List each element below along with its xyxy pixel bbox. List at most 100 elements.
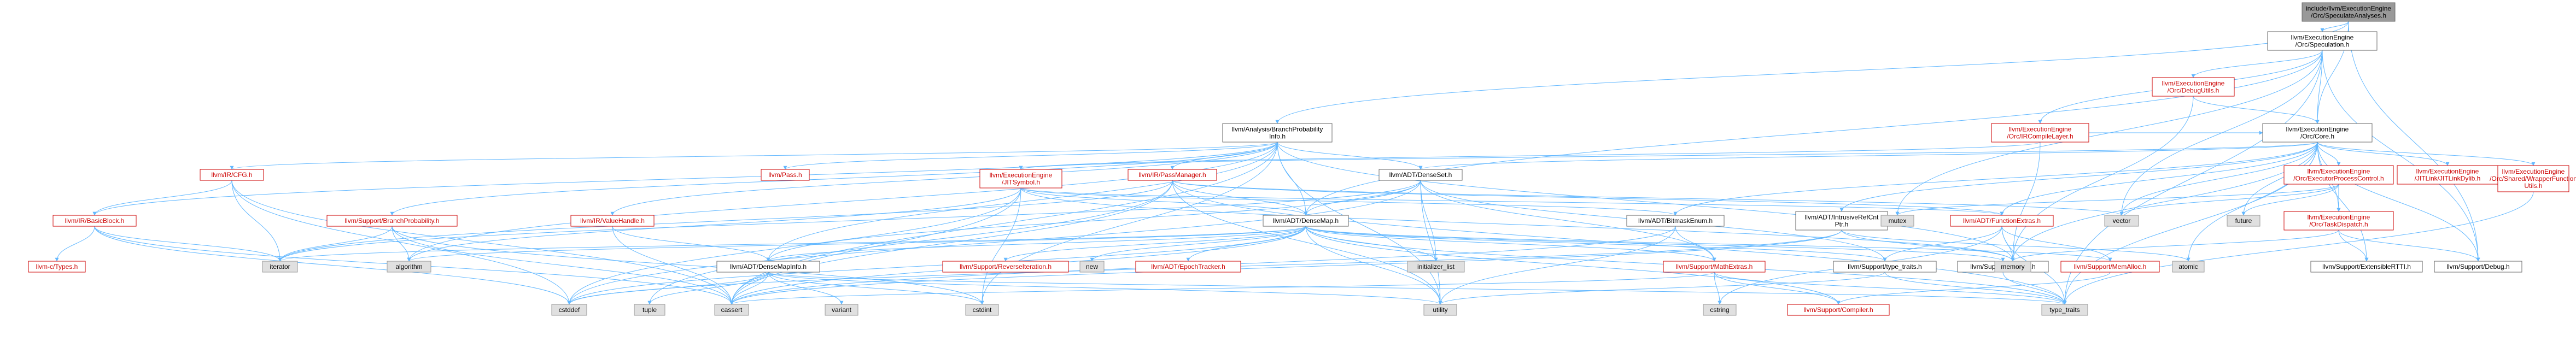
edge-jitsym-to-bitmask: [1020, 187, 1678, 216]
node-cfg[interactable]: llvm/IR/CFG.h: [200, 169, 264, 181]
node-debugutils[interactable]: llvm/ExecutionEngine/Orc/DebugUtils.h: [2152, 77, 2235, 97]
node-pass-label-0: llvm/Pass.h: [768, 171, 802, 179]
edge-bpi-to-cassert: [729, 142, 1278, 305]
node-spec[interactable]: llvm/ExecutionEngine/Orc/Speculation.h: [2267, 31, 2378, 51]
edge-bpi-to-memory: [1277, 142, 2015, 262]
node-irlayer-label-0: llvm/ExecutionEngine: [2009, 126, 2072, 133]
node-memalloc-label-0: llvm/Support/MemAlloc.h: [2074, 263, 2147, 270]
node-ctypes[interactable]: llvm-c/Types.h: [28, 261, 86, 273]
node-densemap[interactable]: llvm/ADT/DenseMap.h: [1263, 215, 1349, 227]
node-variant: variant: [825, 304, 858, 316]
node-basicblock-label-0: llvm/IR/BasicBlock.h: [65, 217, 125, 225]
edge-bprob-to-cassert: [392, 226, 734, 305]
node-wrapper[interactable]: llvm/ExecutionEngine/Orc/Shared/WrapperF…: [2490, 165, 2576, 192]
node-epc-label-1: /Orc/ExecutorProcessControl.h: [2293, 175, 2384, 183]
node-densemap-label-0: llvm/ADT/DenseMap.h: [1273, 217, 1339, 225]
edge-densemapinfo-to-cassert: [729, 272, 769, 305]
node-typetraits_h[interactable]: llvm/Support/type_traits.h: [1833, 261, 1937, 273]
node-extrtti[interactable]: llvm/Support/ExtensibleRTTI.h: [2310, 261, 2423, 273]
node-mathextras[interactable]: llvm/Support/MathExtras.h: [1663, 261, 1766, 273]
node-valuehandle[interactable]: llvm/IR/ValueHandle.h: [570, 215, 655, 227]
node-passmgr[interactable]: llvm/IR/PassManager.h: [1128, 169, 1217, 181]
node-utility-label-0: utility: [1433, 306, 1447, 314]
node-irlayer[interactable]: llvm/ExecutionEngine/Orc/IRCompileLayer.…: [1991, 123, 2089, 143]
edge-alignof-to-type_traits: [2002, 272, 2067, 305]
edge-bprob-to-algorithm: [392, 226, 411, 262]
node-cstring-box: [1703, 304, 1737, 316]
node-core[interactable]: llvm/ExecutionEngine/Orc/Core.h: [2262, 123, 2373, 143]
node-intrusive-label-1: Ptr.h: [1835, 221, 1849, 228]
node-cfg-label-0: llvm/IR/CFG.h: [211, 171, 252, 179]
node-compiler-label-0: llvm/Support/Compiler.h: [1803, 306, 1873, 314]
node-root[interactable]: include/llvm/ExecutionEngine/Orc/Specula…: [2302, 2, 2396, 22]
node-pass-box: [761, 169, 810, 181]
edge-bpi-to-denseset: [1277, 142, 1423, 170]
edge-root-to-debug_h: [2348, 21, 2480, 262]
edge-intrusive-to-cassert: [729, 229, 1842, 305]
node-debug_h[interactable]: llvm/Support/Debug.h: [2434, 261, 2522, 273]
edge-denseset-to-iterator: [278, 180, 1421, 262]
edge-debugutils-to-core: [2193, 96, 2320, 124]
node-jitlink[interactable]: llvm/ExecutionEngine/JITLink/JITLinkDyli…: [2397, 165, 2498, 185]
edge-densemap-to-utility: [1305, 226, 1442, 305]
node-reverseiter[interactable]: llvm/Support/ReverseIteration.h: [942, 261, 1069, 273]
edge-denseset-to-cstddef: [567, 180, 1421, 305]
node-valuehandle-label-0: llvm/IR/ValueHandle.h: [580, 217, 645, 225]
node-jitsym-box: [979, 169, 1062, 189]
node-jitsym[interactable]: llvm/ExecutionEngine/JITSymbol.h: [979, 169, 1062, 189]
node-passmgr-label-0: llvm/IR/PassManager.h: [1138, 171, 1206, 179]
node-bitmask-label-0: llvm/ADT/BitmaskEnum.h: [1638, 217, 1713, 225]
node-pass[interactable]: llvm/Pass.h: [761, 169, 810, 181]
node-core-label-1: /Orc/Core.h: [2300, 133, 2334, 140]
node-memory-box: [1994, 261, 2031, 273]
node-epc[interactable]: llvm/ExecutionEngine/Orc/ExecutorProcess…: [2283, 165, 2394, 185]
edge-taskdispatch-to-debug_h: [2338, 229, 2480, 262]
node-iterator-label-0: iterator: [270, 263, 290, 270]
node-bpi-label-1: Info.h: [1269, 133, 1286, 140]
edge-taskdispatch-to-memory: [2011, 229, 2339, 262]
node-taskdispatch[interactable]: llvm/ExecutionEngine/Orc/TaskDispatch.h: [2283, 211, 2394, 231]
edge-jitsym-to-cassert: [729, 187, 1021, 305]
node-algorithm-label-0: algorithm: [395, 263, 422, 270]
node-ctypes-label-0: llvm-c/Types.h: [36, 263, 78, 270]
node-mutex-box: [1880, 215, 1914, 227]
node-memory: memory: [1994, 261, 2031, 273]
node-fnextras[interactable]: llvm/ADT/FunctionExtras.h: [1950, 215, 2054, 227]
edge-mathextras-to-cassert: [729, 272, 1715, 305]
node-cassert-label-0: cassert: [721, 306, 743, 314]
node-root-label-0: include/llvm/ExecutionEngine: [2306, 5, 2391, 13]
node-typetraits_h-label-0: llvm/Support/type_traits.h: [1848, 263, 1921, 270]
node-densemapinfo[interactable]: llvm/ADT/DenseMapInfo.h: [716, 261, 820, 273]
node-epochtracker-box: [1135, 261, 1241, 273]
edge-densemap-to-memalloc: [1305, 226, 2112, 262]
node-debugutils-box: [2152, 77, 2235, 97]
edge-memalloc-to-compiler: [1836, 272, 2111, 305]
node-mutex: mutex: [1880, 215, 1914, 227]
node-new: new: [1079, 261, 1105, 273]
edge-bitmask-to-utility: [1438, 226, 1676, 305]
node-denseset[interactable]: llvm/ADT/DenseSet.h: [1378, 169, 1463, 181]
node-root-box: [2302, 2, 2396, 22]
node-fnextras-label-0: llvm/ADT/FunctionExtras.h: [1963, 217, 2041, 225]
node-bprob-box: [326, 215, 458, 227]
edge-densemap-to-cstddef: [567, 226, 1306, 305]
node-memalloc[interactable]: llvm/Support/MemAlloc.h: [2060, 261, 2160, 273]
edge-bitmask-to-mathextras: [1675, 226, 1716, 262]
node-type_traits: type_traits: [2041, 304, 2088, 316]
node-bitmask[interactable]: llvm/ADT/BitmaskEnum.h: [1626, 215, 1725, 227]
node-mathextras-label-0: llvm/Support/MathExtras.h: [1676, 263, 1753, 270]
node-basicblock[interactable]: llvm/IR/BasicBlock.h: [52, 215, 137, 227]
node-bprob[interactable]: llvm/Support/BranchProbability.h: [326, 215, 458, 227]
node-epochtracker[interactable]: llvm/ADT/EpochTracker.h: [1135, 261, 1241, 273]
edge-spec-to-core: [2315, 50, 2323, 124]
edge-densemap-to-new: [1090, 226, 1306, 262]
node-initlist: initializer_list: [1407, 261, 1465, 273]
edge-epc-to-mutex: [1895, 184, 2339, 216]
node-compiler[interactable]: llvm/Support/Compiler.h: [1787, 304, 1890, 316]
node-jitsym-label-0: llvm/ExecutionEngine: [990, 172, 1053, 179]
node-cstdint-label-0: cstdint: [973, 306, 992, 314]
node-jitsym-label-1: /JITSymbol.h: [1002, 179, 1040, 186]
